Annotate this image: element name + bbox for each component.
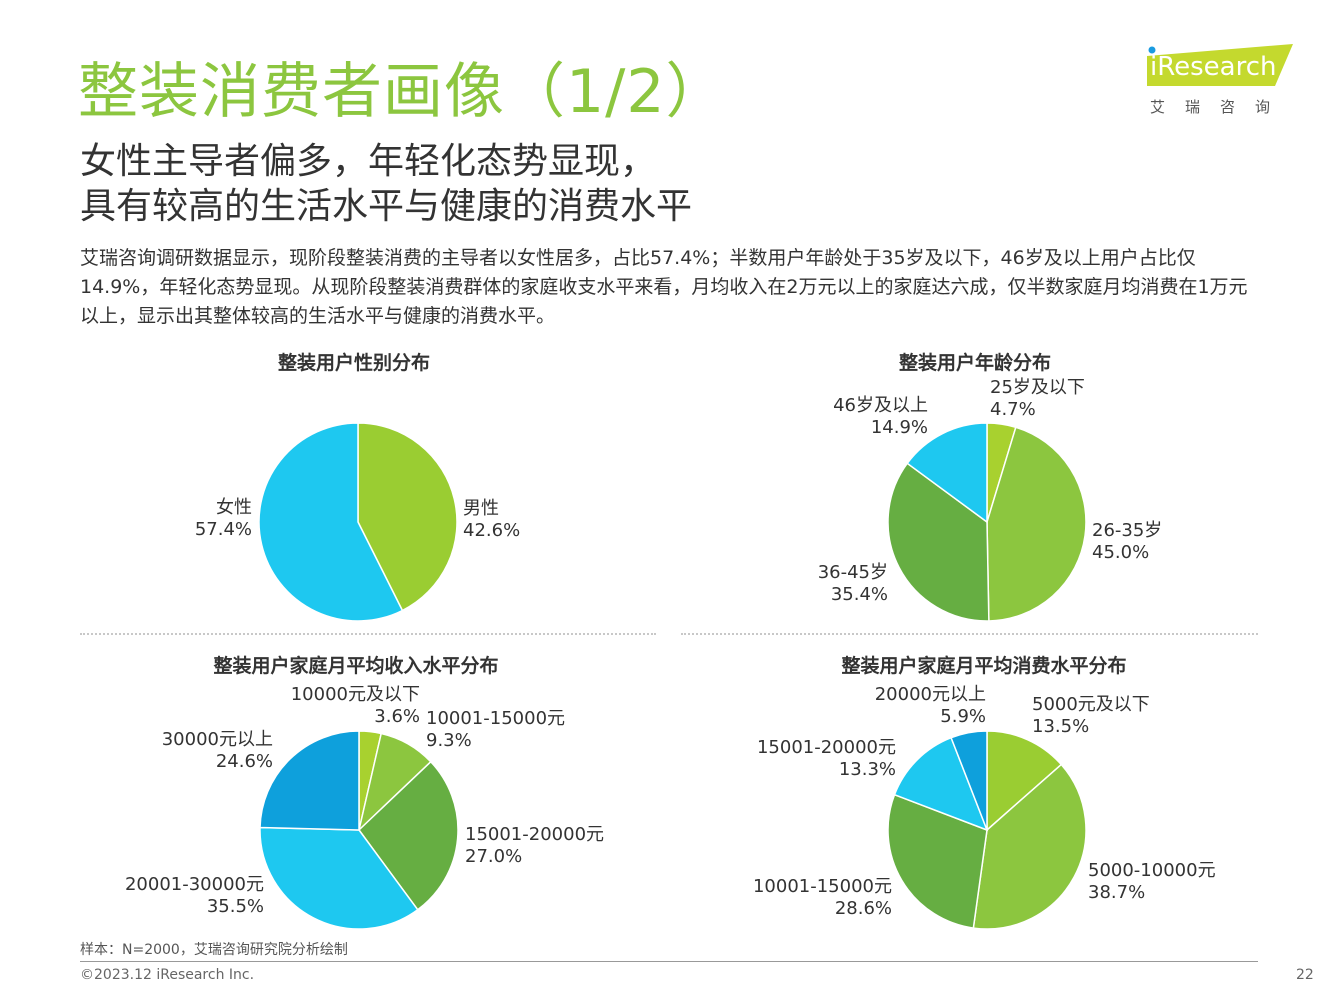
pie-slice-3-2	[887, 793, 988, 929]
label-spend-10001-value: 28.6%	[834, 898, 892, 919]
chart-title-spending: 整装用户家庭月平均消费水平分布	[841, 655, 1127, 677]
label-income-30000: 30000元以上 24.6%	[140, 729, 273, 773]
label-spend-20000-name: 20000元以上	[874, 684, 986, 705]
label-spend-10001-name: 10001-15000元	[752, 876, 892, 897]
source-note: 样本：N=2000，艾瑞咨询研究院分析绘制	[80, 942, 348, 958]
logo-text: iResearch	[1150, 52, 1277, 82]
logo-icon	[1147, 44, 1293, 86]
divider-left	[80, 633, 656, 635]
chart-title-age: 整装用户年龄分布	[898, 352, 1052, 374]
label-male-value: 42.6%	[463, 520, 521, 541]
label-female-value: 57.4%	[194, 519, 252, 540]
pie-slice-1-3	[906, 422, 988, 524]
label-income-10000-value: 3.6%	[374, 706, 420, 727]
label-age-26-35: 26-35岁 45.0%	[1092, 520, 1162, 564]
headline-line-2: 具有较高的生活水平与健康的消费水平	[80, 186, 693, 227]
pie-slice-2-3	[259, 826, 419, 930]
label-male: 男性 42.6%	[463, 498, 520, 542]
chart-title-income: 整装用户家庭月平均收入水平分布	[213, 655, 499, 677]
label-spend-20000-value: 5.9%	[940, 706, 986, 727]
label-spend-15001: 15001-20000元 13.3%	[730, 737, 896, 781]
label-spend-5000-10000-value: 38.7%	[1088, 882, 1146, 903]
label-age-25-value: 4.7%	[990, 399, 1036, 420]
label-income-10000: 10000元及以下 3.6%	[250, 684, 420, 728]
label-income-15001: 15001-20000元 27.0%	[465, 824, 604, 868]
label-spend-5000-10000: 5000-10000元 38.7%	[1088, 860, 1216, 904]
label-income-10001-value: 9.3%	[426, 730, 472, 751]
pie-slice-3-1	[972, 763, 1087, 930]
label-age-25-name: 25岁及以下	[990, 377, 1085, 398]
label-income-20001: 20001-30000元 35.5%	[100, 874, 264, 918]
label-age-26-35-value: 45.0%	[1092, 542, 1150, 563]
label-age-36-45: 36-45岁 35.4%	[780, 562, 888, 606]
label-income-30000-value: 24.6%	[215, 751, 273, 772]
pie-slice-3-4	[950, 730, 988, 831]
copyright: ©2023.12 iResearch Inc.	[80, 967, 255, 983]
label-male-name: 男性	[463, 498, 499, 519]
pie-slice-3-0	[986, 730, 1063, 832]
pie-slice-1-2	[887, 462, 990, 622]
label-age-46-name: 46岁及以上	[833, 395, 928, 416]
label-spend-15001-name: 15001-20000元	[756, 737, 896, 758]
label-spend-10001: 10001-15000元 28.6%	[730, 876, 892, 920]
pie-slice-2-4	[259, 730, 360, 831]
headline-line-1: 女性主导者偏多，年轻化态势显现，	[80, 141, 657, 182]
pie-slice-1-1	[986, 426, 1087, 622]
pie-slice-0-0	[357, 422, 458, 612]
label-age-25: 25岁及以下 4.7%	[990, 377, 1085, 421]
label-age-36-45-name: 36-45岁	[817, 562, 888, 583]
label-income-10001-name: 10001-15000元	[426, 708, 566, 729]
label-spend-15001-value: 13.3%	[838, 759, 896, 780]
label-spend-20000: 20000元以上 5.9%	[840, 684, 986, 728]
label-income-15001-value: 27.0%	[465, 846, 523, 867]
label-income-15001-name: 15001-20000元	[465, 824, 605, 845]
label-income-20001-value: 35.5%	[206, 896, 264, 917]
label-spend-5000-name: 5000元及以下	[1032, 694, 1150, 715]
divider-right	[681, 633, 1258, 635]
label-age-46-value: 14.9%	[870, 417, 928, 438]
label-female-name: 女性	[216, 497, 252, 518]
label-spend-5000-10000-name: 5000-10000元	[1088, 860, 1216, 881]
footer-divider	[80, 961, 1258, 962]
pie-slice-3-3	[893, 736, 989, 832]
logo-subtitle: 艾瑞咨询	[1150, 98, 1291, 116]
page-number: 22	[1296, 967, 1314, 983]
label-income-10001: 10001-15000元 9.3%	[426, 708, 565, 752]
label-income-10000-name: 10000元及以下	[290, 684, 420, 705]
label-female: 女性 57.4%	[180, 497, 252, 541]
summary-paragraph: 艾瑞咨询调研数据显示，现阶段整装消费的主导者以女性居多，占比57.4%；半数用户…	[80, 247, 1248, 327]
label-income-30000-name: 30000元以上	[161, 729, 273, 750]
pie-slice-2-2	[358, 760, 459, 911]
page-title: 整装消费者画像（1/2）	[78, 57, 727, 127]
label-age-36-45-value: 35.4%	[830, 584, 888, 605]
label-age-26-35-name: 26-35岁	[1092, 520, 1163, 541]
label-age-46: 46岁及以上 14.9%	[800, 395, 928, 439]
pie-slice-0-1	[258, 422, 404, 622]
label-spend-5000-value: 13.5%	[1032, 716, 1090, 737]
label-income-20001-name: 20001-30000元	[124, 874, 264, 895]
label-spend-5000: 5000元及以下 13.5%	[1032, 694, 1150, 738]
chart-title-gender: 整装用户性别分布	[277, 352, 431, 374]
